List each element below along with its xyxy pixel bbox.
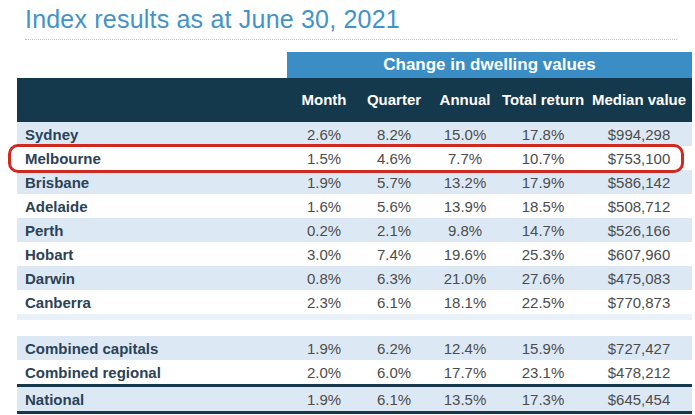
cell-total-return: 17.9% — [500, 174, 586, 191]
cell-total-return: 25.3% — [500, 246, 586, 263]
cell-annual: 13.5% — [430, 391, 500, 408]
cell-median-value: $727,427 — [586, 340, 692, 357]
cell-median-value: $475,083 — [586, 270, 692, 287]
cell-quarter: 5.7% — [358, 174, 430, 191]
group-header-row: Change in dwelling values — [17, 52, 692, 78]
column-header-blank — [17, 78, 290, 122]
cell-quarter: 6.0% — [358, 364, 430, 381]
cell-total-return: 17.3% — [500, 391, 586, 408]
cell-annual: 12.4% — [430, 340, 500, 357]
cell-month: 1.9% — [290, 174, 358, 191]
title-underline — [25, 39, 677, 40]
column-header-median-value: Median value — [586, 78, 692, 122]
table-row-combined-capitals: Combined capitals 1.9% 6.2% 12.4% 15.9% … — [17, 336, 692, 360]
table-row-adelaide: Adelaide 1.6% 5.6% 13.9% 18.5% $508,712 — [17, 194, 692, 218]
cell-month: 0.8% — [290, 270, 358, 287]
cell-quarter: 6.1% — [358, 391, 430, 408]
row-label: Brisbane — [17, 174, 290, 191]
page-title: Index results as at June 30, 2021 — [25, 5, 400, 34]
cell-quarter: 6.2% — [358, 340, 430, 357]
table-row-national: National 1.9% 6.1% 13.5% 17.3% $645,454 — [17, 384, 692, 414]
cell-median-value: $526,166 — [586, 222, 692, 239]
cell-annual: 13.2% — [430, 174, 500, 191]
cell-median-value: $994,298 — [586, 126, 692, 143]
cell-quarter: 5.6% — [358, 198, 430, 215]
cell-total-return: 15.9% — [500, 340, 586, 357]
group-header-band: Change in dwelling values — [287, 52, 692, 78]
table-row-perth: Perth 0.2% 2.1% 9.8% 14.7% $526,166 — [17, 218, 692, 242]
group-header-spacer — [17, 52, 287, 78]
cell-month: 2.6% — [290, 126, 358, 143]
cell-total-return: 14.7% — [500, 222, 586, 239]
column-header-annual: Annual — [430, 78, 500, 122]
cell-month: 3.0% — [290, 246, 358, 263]
table-row-darwin: Darwin 0.8% 6.3% 21.0% 27.6% $475,083 — [17, 266, 692, 290]
table-row-canberra: Canberra 2.3% 6.1% 18.1% 22.5% $770,873 — [17, 290, 692, 314]
cell-month: 1.9% — [290, 340, 358, 357]
cell-quarter: 6.1% — [358, 294, 430, 311]
row-label: Combined regional — [17, 364, 290, 381]
cell-annual: 15.0% — [430, 126, 500, 143]
row-label: Sydney — [17, 126, 290, 143]
cell-annual: 18.1% — [430, 294, 500, 311]
cell-total-return: 18.5% — [500, 198, 586, 215]
cell-total-return: 22.5% — [500, 294, 586, 311]
cell-median-value: $645,454 — [586, 391, 692, 408]
cell-annual: 19.6% — [430, 246, 500, 263]
cell-median-value: $586,142 — [586, 174, 692, 191]
cell-median-value: $753,100 — [586, 150, 692, 167]
table-row-combined-regional: Combined regional 2.0% 6.0% 17.7% 23.1% … — [17, 360, 692, 384]
cell-month: 1.5% — [290, 150, 358, 167]
cell-annual: 13.9% — [430, 198, 500, 215]
table-row-melbourne: Melbourne 1.5% 4.6% 7.7% 10.7% $753,100 — [17, 146, 692, 170]
cell-month: 0.2% — [290, 222, 358, 239]
cell-median-value: $508,712 — [586, 198, 692, 215]
cell-annual: 21.0% — [430, 270, 500, 287]
cell-total-return: 17.8% — [500, 126, 586, 143]
cell-quarter: 8.2% — [358, 126, 430, 143]
column-header-total-return: Total return — [500, 78, 586, 122]
row-label: Darwin — [17, 270, 290, 287]
column-header-month: Month — [290, 78, 358, 122]
row-label: Adelaide — [17, 198, 290, 215]
cell-total-return: 23.1% — [500, 364, 586, 381]
column-header-row: Month Quarter Annual Total return Median… — [17, 78, 692, 122]
cell-median-value: $478,212 — [586, 364, 692, 381]
cell-quarter: 4.6% — [358, 150, 430, 167]
cell-total-return: 27.6% — [500, 270, 586, 287]
cell-month: 1.9% — [290, 391, 358, 408]
cell-quarter: 7.4% — [358, 246, 430, 263]
cell-month: 2.0% — [290, 364, 358, 381]
row-label: Perth — [17, 222, 290, 239]
cell-annual: 7.7% — [430, 150, 500, 167]
row-label: Melbourne — [17, 150, 290, 167]
column-header-quarter: Quarter — [358, 78, 430, 122]
cell-annual: 9.8% — [430, 222, 500, 239]
table-row-hobart: Hobart 3.0% 7.4% 19.6% 25.3% $607,960 — [17, 242, 692, 266]
cell-quarter: 2.1% — [358, 222, 430, 239]
cell-month: 1.6% — [290, 198, 358, 215]
row-label: National — [17, 391, 290, 408]
row-label: Canberra — [17, 294, 290, 311]
cell-annual: 17.7% — [430, 364, 500, 381]
dwelling-values-table: Change in dwelling values Month Quarter … — [17, 52, 692, 414]
cell-median-value: $770,873 — [586, 294, 692, 311]
row-label: Combined capitals — [17, 340, 290, 357]
cell-total-return: 10.7% — [500, 150, 586, 167]
cell-month: 2.3% — [290, 294, 358, 311]
table-row-sydney: Sydney 2.6% 8.2% 15.0% 17.8% $994,298 — [17, 122, 692, 146]
table-row-brisbane: Brisbane 1.9% 5.7% 13.2% 17.9% $586,142 — [17, 170, 692, 194]
cell-quarter: 6.3% — [358, 270, 430, 287]
table-spacer-row — [17, 314, 692, 336]
cell-median-value: $607,960 — [586, 246, 692, 263]
row-label: Hobart — [17, 246, 290, 263]
